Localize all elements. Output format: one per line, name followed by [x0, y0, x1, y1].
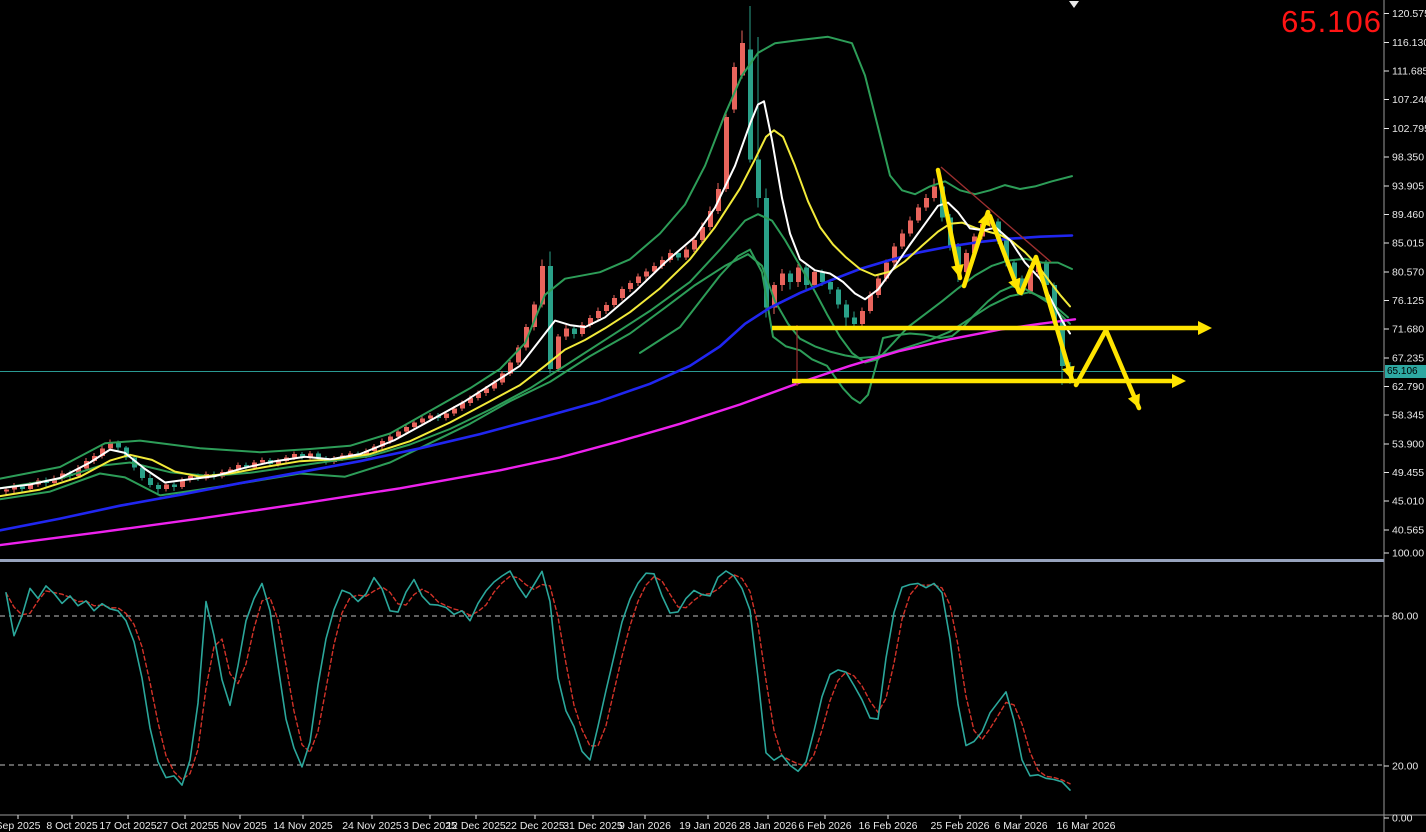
svg-text:76.125: 76.125	[1392, 295, 1424, 307]
svg-text:5 Nov 2025: 5 Nov 2025	[213, 820, 267, 832]
svg-text:107.240: 107.240	[1392, 94, 1426, 106]
svg-text:53.900: 53.900	[1392, 438, 1424, 450]
svg-text:19 Jan 2026: 19 Jan 2026	[679, 820, 737, 832]
svg-text:80.570: 80.570	[1392, 266, 1424, 278]
svg-text:58.345: 58.345	[1392, 410, 1424, 422]
current-price-tag: 65.106	[1385, 365, 1426, 378]
svg-text:100.00: 100.00	[1392, 548, 1424, 560]
price-pane[interactable]	[0, 5, 1384, 547]
svg-text:24 Nov 2025: 24 Nov 2025	[342, 820, 402, 832]
svg-text:40.565: 40.565	[1392, 524, 1424, 536]
svg-text:0.00: 0.00	[1392, 813, 1413, 825]
svg-text:25 Feb 2026: 25 Feb 2026	[931, 820, 990, 832]
annotations-layer[interactable]	[772, 1, 1212, 411]
band-upper	[0, 35, 1073, 480]
svg-text:89.460: 89.460	[1392, 209, 1424, 221]
time-axis-labels: Sep 2025 8 Oct 2025 17 Oct 2025 27 Oct 2025…	[0, 815, 1116, 832]
ma-magenta	[0, 318, 1077, 547]
bid-price-display: 65.106	[1281, 4, 1382, 39]
indicator-axis-labels: 100.00 80.00 20.00 0.00	[1384, 548, 1424, 825]
svg-text:17 Oct 2025: 17 Oct 2025	[99, 820, 156, 832]
svg-text:20.00: 20.00	[1392, 761, 1418, 773]
svg-text:6 Feb 2026: 6 Feb 2026	[798, 820, 851, 832]
band-middle	[0, 213, 1073, 490]
svg-text:67.235: 67.235	[1392, 352, 1424, 364]
ma-white	[0, 100, 1071, 490]
svg-text:14 Nov 2025: 14 Nov 2025	[273, 820, 333, 832]
svg-text:12 Dec 2025: 12 Dec 2025	[446, 820, 506, 832]
svg-text:28 Jan 2026: 28 Jan 2026	[739, 820, 797, 832]
svg-text:6 Mar 2026: 6 Mar 2026	[994, 820, 1047, 832]
svg-text:85.015: 85.015	[1392, 238, 1424, 250]
svg-text:98.350: 98.350	[1392, 152, 1424, 164]
svg-text:62.790: 62.790	[1392, 381, 1424, 393]
band-lower-wide	[639, 248, 1071, 405]
svg-text:9 Jan 2026: 9 Jan 2026	[619, 820, 671, 832]
svg-text:71.680: 71.680	[1392, 324, 1424, 336]
svg-text:102.795: 102.795	[1392, 123, 1426, 135]
svg-text:31 Dec 2025: 31 Dec 2025	[563, 820, 623, 832]
svg-text:16 Mar 2026: 16 Mar 2026	[1057, 820, 1116, 832]
svg-text:80.00: 80.00	[1392, 611, 1418, 623]
stochastic-pane[interactable]	[0, 570, 1384, 791]
ma-blue	[0, 234, 1074, 532]
svg-text:3 Dec 2025: 3 Dec 2025	[403, 820, 457, 832]
svg-text:111.685: 111.685	[1392, 66, 1426, 78]
candles	[4, 5, 1073, 496]
svg-text:45.010: 45.010	[1392, 496, 1424, 508]
svg-text:116.130: 116.130	[1392, 37, 1426, 49]
svg-text:93.905: 93.905	[1392, 180, 1424, 192]
svg-text:8 Oct 2025: 8 Oct 2025	[46, 820, 98, 832]
svg-text:16 Feb 2026: 16 Feb 2026	[859, 820, 918, 832]
price-axis-labels: 120.575 116.130 111.685 107.240 102.795 98.35…	[1384, 8, 1426, 536]
svg-text:22 Dec 2025: 22 Dec 2025	[505, 820, 565, 832]
svg-text:120.575: 120.575	[1392, 8, 1426, 20]
pane-separator	[0, 559, 1384, 562]
svg-text:Sep 2025: Sep 2025	[0, 820, 41, 832]
svg-text:49.455: 49.455	[1392, 467, 1424, 479]
svg-text:27 Oct 2025: 27 Oct 2025	[156, 820, 213, 832]
